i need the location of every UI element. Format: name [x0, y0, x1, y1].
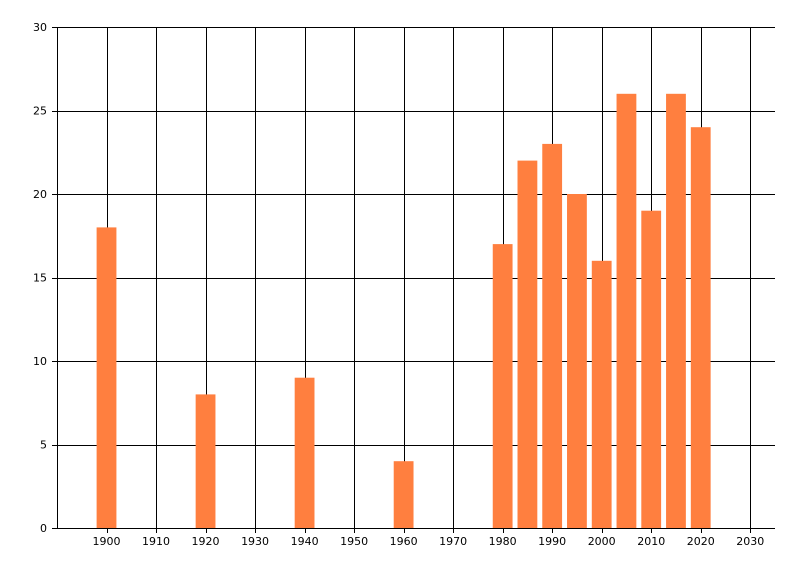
y-tick-label-15: 15	[33, 272, 47, 285]
bar-1900	[96, 227, 117, 528]
y-axis-ticks: 0 5 10 15 20 25 30	[33, 21, 57, 535]
x-tick-label-1910: 1910	[142, 535, 170, 548]
x-axis-ticks: 1900 1910 1920 1930 1940 1950 1960 1970 1980 1990…	[93, 528, 764, 548]
x-tick-label-1970: 1970	[439, 535, 467, 548]
x-tick-label-1950: 1950	[340, 535, 368, 548]
y-tick-label-20: 20	[33, 188, 47, 201]
x-tick-label-2020: 2020	[687, 535, 715, 548]
x-tick-label-2030: 2030	[736, 535, 764, 548]
y-tick-label-5: 5	[40, 439, 47, 452]
bar-1980	[492, 244, 513, 528]
x-tick-label-1920: 1920	[192, 535, 220, 548]
x-tick-label-2000: 2000	[588, 535, 616, 548]
bar-2015	[666, 93, 686, 529]
x-tick-label-2010: 2010	[637, 535, 665, 548]
bar-1920	[195, 394, 216, 528]
bar-1995	[567, 194, 587, 528]
y-tick-label-0: 0	[40, 522, 47, 535]
bar-1960	[393, 461, 414, 528]
x-tick-label-1980: 1980	[489, 535, 517, 548]
bar-2010	[641, 210, 662, 528]
bar-2020	[690, 127, 711, 528]
x-tick-label-1940: 1940	[291, 535, 319, 548]
x-tick-label-1960: 1960	[390, 535, 418, 548]
y-tick-label-30: 30	[33, 21, 47, 34]
x-tick-label-1930: 1930	[241, 535, 269, 548]
bar-1990	[542, 143, 563, 528]
bar-1940	[294, 377, 315, 528]
bars	[96, 93, 711, 529]
y-tick-label-10: 10	[33, 355, 47, 368]
x-tick-label-1900: 1900	[93, 535, 121, 548]
bar-2000	[591, 260, 612, 528]
axes	[57, 27, 775, 529]
bar-2005	[616, 93, 637, 529]
y-tick-label-25: 25	[33, 105, 47, 118]
bar-1985	[517, 160, 538, 528]
x-tick-label-1990: 1990	[538, 535, 566, 548]
